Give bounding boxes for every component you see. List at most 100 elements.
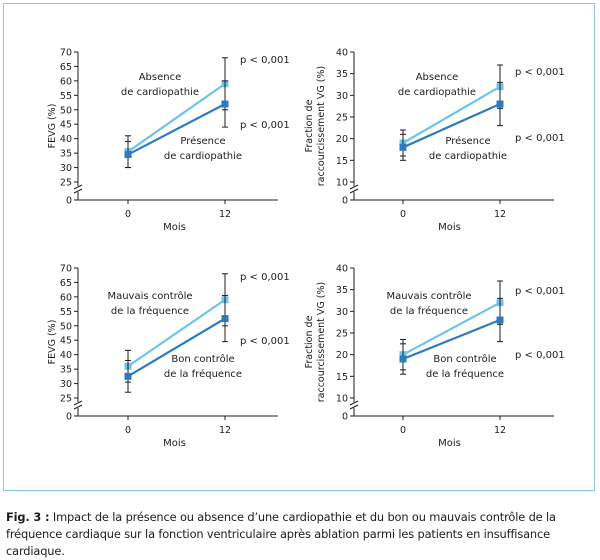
y-tick-label: 70 <box>60 264 72 275</box>
chart-panel-4: 10 15 20 25 30 35 40 0 0 12 Mois Fraction de raccour… <box>304 264 565 450</box>
y-tick-label: 45 <box>60 336 72 347</box>
y-tick-label: 65 <box>60 278 72 289</box>
y-tick-label: 55 <box>60 91 72 102</box>
series-2: Présence de cardiopathie <box>399 81 507 162</box>
series-label-line2: de cardiopathie <box>164 151 242 162</box>
y-tick-label: 40 <box>336 264 348 275</box>
series-label-line2: de cardiopathie <box>429 151 507 162</box>
series-label-line2: de la fréquence <box>426 368 504 380</box>
y-tick-label: 25 <box>336 113 348 124</box>
series-2: Bon contrôle de la fréquence <box>124 294 242 393</box>
y-tick-label: 30 <box>60 163 72 174</box>
series-line <box>402 102 501 149</box>
x-axis-label: Mois <box>438 222 461 233</box>
p-value-label: p < 0,001 <box>515 286 565 297</box>
x-tick-label: 0 <box>400 209 406 220</box>
x-axis-label: Mois <box>438 438 461 449</box>
y-tick-label: 25 <box>336 329 348 340</box>
figure-caption: Fig. 3 : Impact de la présence ou absenc… <box>6 509 596 560</box>
data-point <box>496 316 504 324</box>
y-axis-label-line1: Fraction de <box>304 99 315 152</box>
series-line <box>402 85 501 144</box>
series-label-line1: Bon contrôle <box>433 353 496 365</box>
chart-panel-2: 10 15 20 25 30 35 40 0 0 12 Mois Fraction de raccour… <box>304 48 565 234</box>
series-line <box>402 318 501 361</box>
p-value-label: p < 0,001 <box>515 67 565 78</box>
series-line <box>127 103 226 156</box>
y-tick-label: 40 <box>60 350 72 361</box>
data-point <box>399 143 407 151</box>
y-tick-label: 25 <box>60 394 72 405</box>
y-tick-label: 65 <box>60 62 72 73</box>
p-value-label: p < 0,001 <box>240 336 290 347</box>
chart-panel-3: 25 30 35 40 45 50 55 60 65 70 0 0 12 Mois FEVG (%) Mauv… <box>47 264 290 450</box>
x-tick-label: 12 <box>494 209 506 220</box>
y-tick-label: 50 <box>60 105 72 116</box>
p-value-label: p < 0,001 <box>515 350 565 361</box>
figure-frame <box>3 3 595 491</box>
y-axis-label-line2: raccourcissement VG (%) <box>316 66 327 187</box>
series-label-line2: de la fréquence <box>164 368 242 380</box>
y-tick-label: 30 <box>336 307 348 318</box>
y-tick-label: 70 <box>60 48 72 59</box>
series-2: Bon contrôle de la fréquence <box>399 297 504 380</box>
y-tick-label: 60 <box>60 292 72 303</box>
y-tick-label: 55 <box>60 307 72 318</box>
y-tick-label: 35 <box>60 149 72 160</box>
y-tick-label: 25 <box>60 178 72 189</box>
series-label-line2: de cardiopathie <box>398 87 476 98</box>
y-axis-label: FEVG (%) <box>47 104 58 149</box>
y-tick-label: 10 <box>336 178 348 189</box>
x-tick-label: 12 <box>494 425 506 436</box>
series-label-line2: de la fréquence <box>111 305 189 317</box>
series-label-line1: Mauvais contrôle <box>107 290 192 302</box>
axis-break-mark <box>349 400 359 410</box>
y-tick-label-zero: 0 <box>342 196 348 207</box>
y-tick-label: 40 <box>336 48 348 59</box>
caption-text: Impact de la présence ou absence d’une c… <box>6 510 556 558</box>
x-tick-label: 0 <box>125 425 131 436</box>
data-point <box>221 315 229 323</box>
series-line <box>127 82 226 153</box>
y-axis-label-line2: raccourcissement VG (%) <box>316 282 327 403</box>
y-tick-label-zero: 0 <box>66 196 72 207</box>
p-value-label: p < 0,001 <box>515 133 565 144</box>
series-label-line1: Mauvais contrôle <box>386 290 471 302</box>
axis-break-mark <box>73 400 83 410</box>
x-tick-label: 12 <box>219 425 231 436</box>
data-point <box>221 100 229 108</box>
p-value-label: p < 0,001 <box>240 272 290 283</box>
series-label-line1: Présence <box>445 135 490 147</box>
y-tick-label-zero: 0 <box>342 412 348 423</box>
y-tick-label: 20 <box>336 350 348 361</box>
y-tick-label: 30 <box>336 91 348 102</box>
charts-canvas: 25 30 35 40 45 50 55 60 65 70 0 0 12 Mois FEVG (%) Abse… <box>47 48 565 450</box>
y-tick-label: 40 <box>60 134 72 145</box>
series-label-line1: Présence <box>180 135 225 147</box>
series-2: Présence de cardiopathie <box>124 80 242 169</box>
y-tick-label: 60 <box>60 76 72 87</box>
y-tick-label: 15 <box>336 372 348 383</box>
series-line <box>402 301 501 356</box>
y-tick-label: 30 <box>60 379 72 390</box>
p-value-label: p < 0,001 <box>240 55 290 66</box>
chart-panel-1: 25 30 35 40 45 50 55 60 65 70 0 0 12 Mois FEVG (%) Abse… <box>47 48 290 234</box>
y-tick-label: 35 <box>336 285 348 296</box>
series-label-line1: Absence <box>139 72 182 83</box>
y-tick-label: 10 <box>336 394 348 405</box>
x-tick-label: 12 <box>219 209 231 220</box>
x-tick-label: 0 <box>400 425 406 436</box>
y-axis-label-line1: Fraction de <box>304 315 315 368</box>
caption-label: Fig. 3 : <box>6 510 50 524</box>
series-line <box>127 317 226 378</box>
series-label-line2: de la fréquence <box>390 305 468 317</box>
series-label-line1: Absence <box>416 72 459 83</box>
series-label-line1: Bon contrôle <box>171 353 234 365</box>
y-tick-label: 20 <box>336 134 348 145</box>
data-point <box>399 355 407 363</box>
y-tick-label-zero: 0 <box>66 412 72 423</box>
data-point <box>124 151 132 159</box>
y-tick-label: 50 <box>60 321 72 332</box>
x-axis-label: Mois <box>163 222 186 233</box>
axis-break-mark <box>349 184 359 194</box>
